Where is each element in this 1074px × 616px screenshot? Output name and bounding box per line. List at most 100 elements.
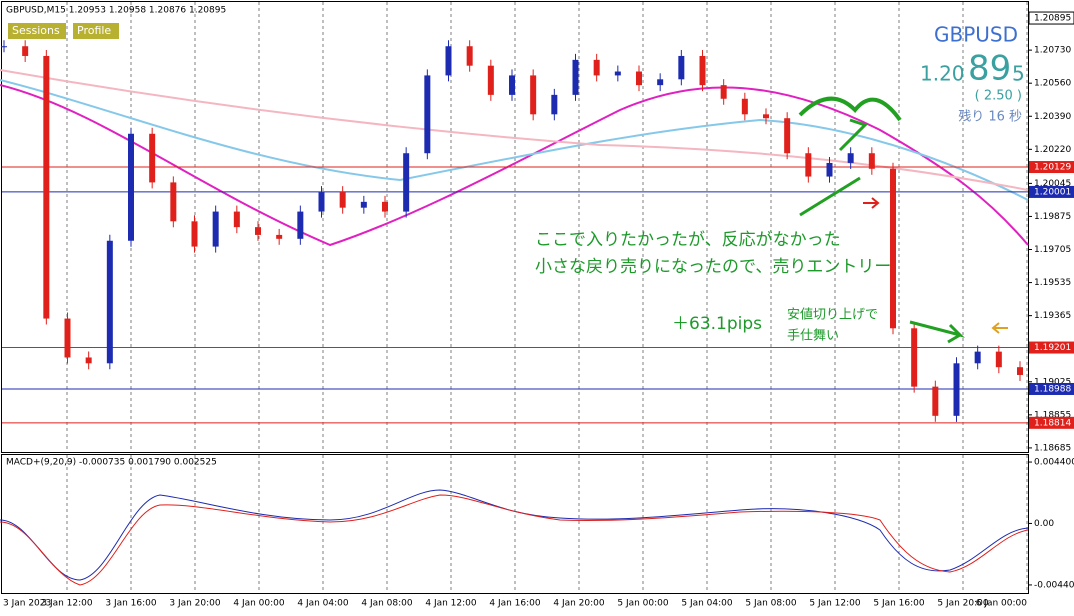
- level-label-bg: [1029, 382, 1074, 395]
- candle: [360, 201, 367, 208]
- candle: [678, 55, 685, 80]
- candle: [995, 351, 1002, 368]
- candle: [784, 118, 791, 154]
- candle: [1, 46, 7, 48]
- candle: [191, 221, 198, 247]
- moving-average: [0, 69, 1029, 191]
- ticker-price: 1.20: [920, 62, 965, 86]
- x-tick-label: 3 Jan 12:00: [41, 599, 93, 609]
- candle: [106, 240, 113, 364]
- candle: [382, 201, 388, 212]
- symbol-info: GBPUSD,M15 1.20953 1.20958 1.20876 1.208…: [6, 6, 226, 16]
- candle: [593, 59, 600, 76]
- candle: [276, 234, 283, 239]
- y-tick-label: 1.20045: [1034, 179, 1071, 189]
- macd-tick-label: 0.004400: [1034, 458, 1074, 468]
- level-label: 1.18988: [1034, 384, 1071, 394]
- candle: [932, 386, 939, 416]
- candle: [572, 59, 579, 95]
- y-tick-label: 1.20560: [1034, 79, 1071, 89]
- ticker-spread: ( 2.50 ): [975, 89, 1022, 104]
- level-label-bg: [1029, 416, 1074, 429]
- macd-frame: [1, 454, 1029, 594]
- x-tick-label: 4 Jan 16:00: [489, 599, 541, 609]
- candle: [847, 153, 854, 163]
- candle: [170, 182, 177, 222]
- annotation: 手仕舞い: [787, 329, 839, 344]
- candle: [255, 227, 261, 235]
- candle: [551, 94, 558, 115]
- x-tick-label: 4 Jan 08:00: [361, 599, 413, 609]
- candle: [297, 211, 304, 239]
- candle: [720, 85, 727, 99]
- macd-tick-label: -0.004408: [1034, 580, 1074, 590]
- y-tick-label: 1.19025: [1034, 377, 1071, 387]
- ticker-remaining: 残り 16 秒: [958, 110, 1022, 125]
- y-tick-label: 1.19875: [1034, 212, 1071, 222]
- annotation: 安値切り上げで: [787, 307, 878, 323]
- candle: [128, 133, 134, 241]
- candle: [424, 75, 431, 154]
- y-tick-label: 1.18855: [1034, 410, 1071, 420]
- level-label-bg: [1029, 161, 1074, 174]
- orange-arrow: [991, 322, 1008, 334]
- candle: [466, 46, 473, 66]
- x-tick-label: 5 Jan 16:00: [873, 599, 925, 609]
- profile-button[interactable]: Profile: [77, 24, 111, 37]
- annotation: ここで入りたかったが、反応がなかった: [535, 230, 841, 250]
- candle: [911, 328, 918, 387]
- candle: [22, 46, 29, 56]
- sessions-button[interactable]: Sessions: [12, 24, 60, 37]
- level-label-bg: [1029, 185, 1074, 198]
- x-tick-label: 5 Jan 20:00: [937, 599, 989, 609]
- candle: [614, 71, 621, 76]
- y-tick-label: 1.19535: [1034, 278, 1071, 288]
- candle: [953, 363, 960, 416]
- x-tick-label: 4 Jan 04:00: [297, 599, 349, 609]
- ticker-price-big: 89: [968, 49, 1011, 89]
- candle: [890, 168, 896, 329]
- candle: [403, 153, 410, 212]
- x-tick-label: 5 Jan 08:00: [745, 599, 797, 609]
- candle: [636, 71, 642, 86]
- signal-line: [0, 494, 1029, 586]
- x-tick-label: 3 Jan 2023: [3, 599, 51, 609]
- y-tick-label: 1.20220: [1034, 145, 1071, 155]
- candle: [826, 162, 833, 177]
- x-tick-label: 5 Jan 12:00: [809, 599, 861, 609]
- moving-average: [0, 84, 1029, 247]
- candle: [509, 75, 515, 95]
- macd-tick-label: 0.00: [1034, 519, 1054, 529]
- candle: [212, 211, 219, 247]
- candle: [64, 318, 71, 358]
- time-grid: [66, 2, 1028, 593]
- x-tick-label: 5 Jan 04:00: [681, 599, 733, 609]
- arc: [798, 96, 902, 122]
- x-tick-label: 4 Jan 20:00: [553, 599, 605, 609]
- x-tick-label: 6 Jan 00:00: [976, 599, 1028, 609]
- button-bg[interactable]: [8, 23, 66, 39]
- y-tick-label: 1.19705: [1034, 245, 1071, 255]
- candle: [487, 65, 494, 95]
- candle: [149, 133, 156, 183]
- annotation: ＋63.1pips: [672, 314, 762, 334]
- red-arrow: [863, 197, 880, 209]
- candle: [657, 79, 664, 86]
- candle: [805, 153, 812, 177]
- candle: [85, 357, 92, 364]
- x-tick-label: 4 Jan 12:00: [425, 599, 477, 609]
- candle: [318, 192, 325, 212]
- y-tick-label: 1.20730: [1034, 46, 1071, 56]
- annotation: 小さな戻り売りになったので、売りエントリー: [535, 257, 891, 277]
- candle: [445, 46, 452, 76]
- candle: [699, 55, 706, 86]
- candle: [741, 98, 748, 115]
- button-bg[interactable]: [73, 23, 119, 39]
- y-tick-label: 1.19365: [1034, 311, 1071, 321]
- candle: [339, 192, 346, 208]
- moving-average: [0, 79, 1029, 201]
- x-tick-label: 3 Jan 16:00: [105, 599, 157, 609]
- level-label: 1.20001: [1034, 187, 1071, 197]
